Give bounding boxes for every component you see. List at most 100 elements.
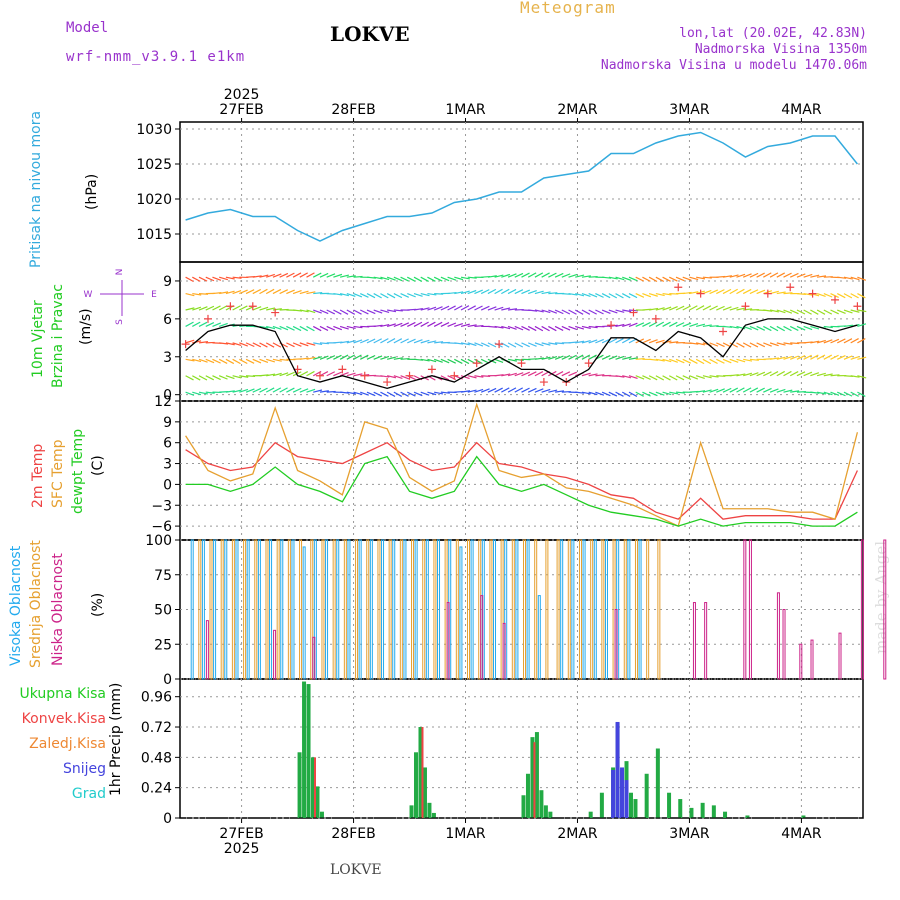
cloud-high-bar bbox=[627, 539, 631, 680]
wind-vector bbox=[669, 375, 678, 381]
wind-vector bbox=[729, 358, 739, 363]
wind-vector bbox=[474, 325, 484, 328]
cloud-mid-bar bbox=[355, 539, 359, 680]
wind-vector bbox=[554, 390, 565, 393]
cloud-low-bar bbox=[502, 622, 506, 680]
wind-vector bbox=[339, 372, 349, 377]
wind-vector bbox=[803, 325, 813, 331]
wind-vector bbox=[292, 325, 302, 332]
wind-vector bbox=[185, 358, 195, 362]
wind-vector bbox=[292, 342, 302, 347]
precip-total-bar bbox=[418, 727, 423, 818]
wind-vector bbox=[655, 339, 665, 344]
wind-vector bbox=[816, 309, 826, 315]
wind-vector bbox=[816, 293, 826, 298]
precip-total-bar bbox=[422, 767, 427, 818]
wind-vector bbox=[675, 391, 686, 394]
precip-convective-bar bbox=[533, 742, 536, 818]
wind-vector bbox=[339, 325, 349, 330]
wind-vector bbox=[245, 388, 255, 393]
wind-vector bbox=[534, 272, 544, 278]
wind-vector bbox=[319, 309, 329, 315]
wind-vector bbox=[299, 272, 308, 278]
wind-vector bbox=[649, 307, 659, 311]
wind-vector bbox=[346, 340, 356, 344]
wind-vector bbox=[259, 342, 268, 348]
wind-vector bbox=[810, 354, 819, 360]
wind-vector bbox=[400, 375, 410, 380]
wind-vector bbox=[830, 391, 840, 396]
wind-vector bbox=[742, 387, 752, 393]
wind-vector bbox=[850, 293, 859, 299]
wind-vector bbox=[474, 358, 483, 365]
wind-vector bbox=[366, 338, 376, 344]
wind-vector bbox=[474, 342, 484, 347]
wind-vector bbox=[810, 340, 820, 344]
wind-vector bbox=[279, 387, 288, 393]
wind-gust-marker bbox=[450, 371, 459, 380]
bottom-date-label: 28FEB bbox=[331, 826, 375, 842]
precip-total-bar bbox=[667, 792, 672, 818]
wind-vector bbox=[373, 309, 383, 314]
wind-vector bbox=[373, 293, 382, 299]
cloud-high-bar bbox=[213, 539, 217, 680]
wind-vector bbox=[789, 272, 799, 278]
wind-vector bbox=[514, 289, 524, 295]
wind-vector bbox=[265, 288, 275, 295]
wind-vector bbox=[501, 288, 510, 295]
precip-total-bar bbox=[678, 799, 683, 818]
wind-vector bbox=[326, 325, 336, 331]
precip-total-bar bbox=[543, 805, 548, 818]
wind-vector bbox=[763, 309, 773, 312]
wind-vector bbox=[655, 307, 665, 311]
cloud-mid-bar bbox=[198, 539, 202, 680]
wind-gust-marker bbox=[584, 359, 593, 368]
wind-vector bbox=[541, 388, 551, 393]
wind-vector bbox=[265, 342, 275, 348]
wind-vector bbox=[360, 391, 369, 396]
wind-vector bbox=[259, 387, 268, 393]
wind-vector bbox=[790, 390, 800, 393]
wind-vector bbox=[527, 387, 537, 393]
wind-vector bbox=[319, 355, 329, 360]
wind-vector bbox=[588, 354, 597, 360]
y-tick-label: 9 bbox=[163, 274, 172, 290]
cloud-low-bar bbox=[860, 539, 864, 680]
cloud-high-bar bbox=[392, 539, 396, 680]
wind-vector bbox=[689, 358, 698, 364]
wind-vector bbox=[427, 306, 437, 311]
wind-vector bbox=[561, 371, 571, 377]
wind-vector bbox=[272, 288, 282, 295]
wind-vector bbox=[642, 321, 651, 327]
wind-vector bbox=[460, 276, 470, 280]
wind-vector bbox=[279, 289, 289, 295]
wind-vector bbox=[192, 375, 201, 381]
wind-vector bbox=[608, 276, 618, 280]
cloud-low-bar bbox=[704, 602, 708, 680]
wind-vector bbox=[393, 293, 403, 299]
wind-vector bbox=[581, 354, 591, 360]
wind-vector bbox=[339, 354, 349, 360]
wind-vector bbox=[239, 358, 248, 365]
wind-vector bbox=[420, 391, 430, 396]
wind-vector bbox=[312, 325, 322, 332]
wind-vector bbox=[225, 375, 235, 380]
wind-vector bbox=[669, 358, 678, 363]
wind-vector bbox=[575, 293, 585, 297]
wind-vector bbox=[319, 272, 329, 278]
wind-vector bbox=[568, 309, 577, 315]
wind-vector bbox=[595, 309, 604, 315]
wind-vector bbox=[568, 325, 578, 331]
precip-total-bar bbox=[414, 752, 419, 818]
wind-vector bbox=[608, 324, 618, 328]
wind-vector bbox=[716, 342, 725, 348]
wind-vector bbox=[440, 276, 450, 282]
wind-vector bbox=[850, 355, 860, 360]
wind-vector bbox=[823, 391, 833, 396]
wind-vector bbox=[635, 276, 645, 282]
wind-vector bbox=[696, 323, 706, 328]
wind-vector bbox=[386, 338, 396, 344]
wind-vector bbox=[595, 338, 604, 344]
wind-gust-marker bbox=[629, 308, 638, 317]
wind-gust-marker bbox=[607, 321, 616, 330]
